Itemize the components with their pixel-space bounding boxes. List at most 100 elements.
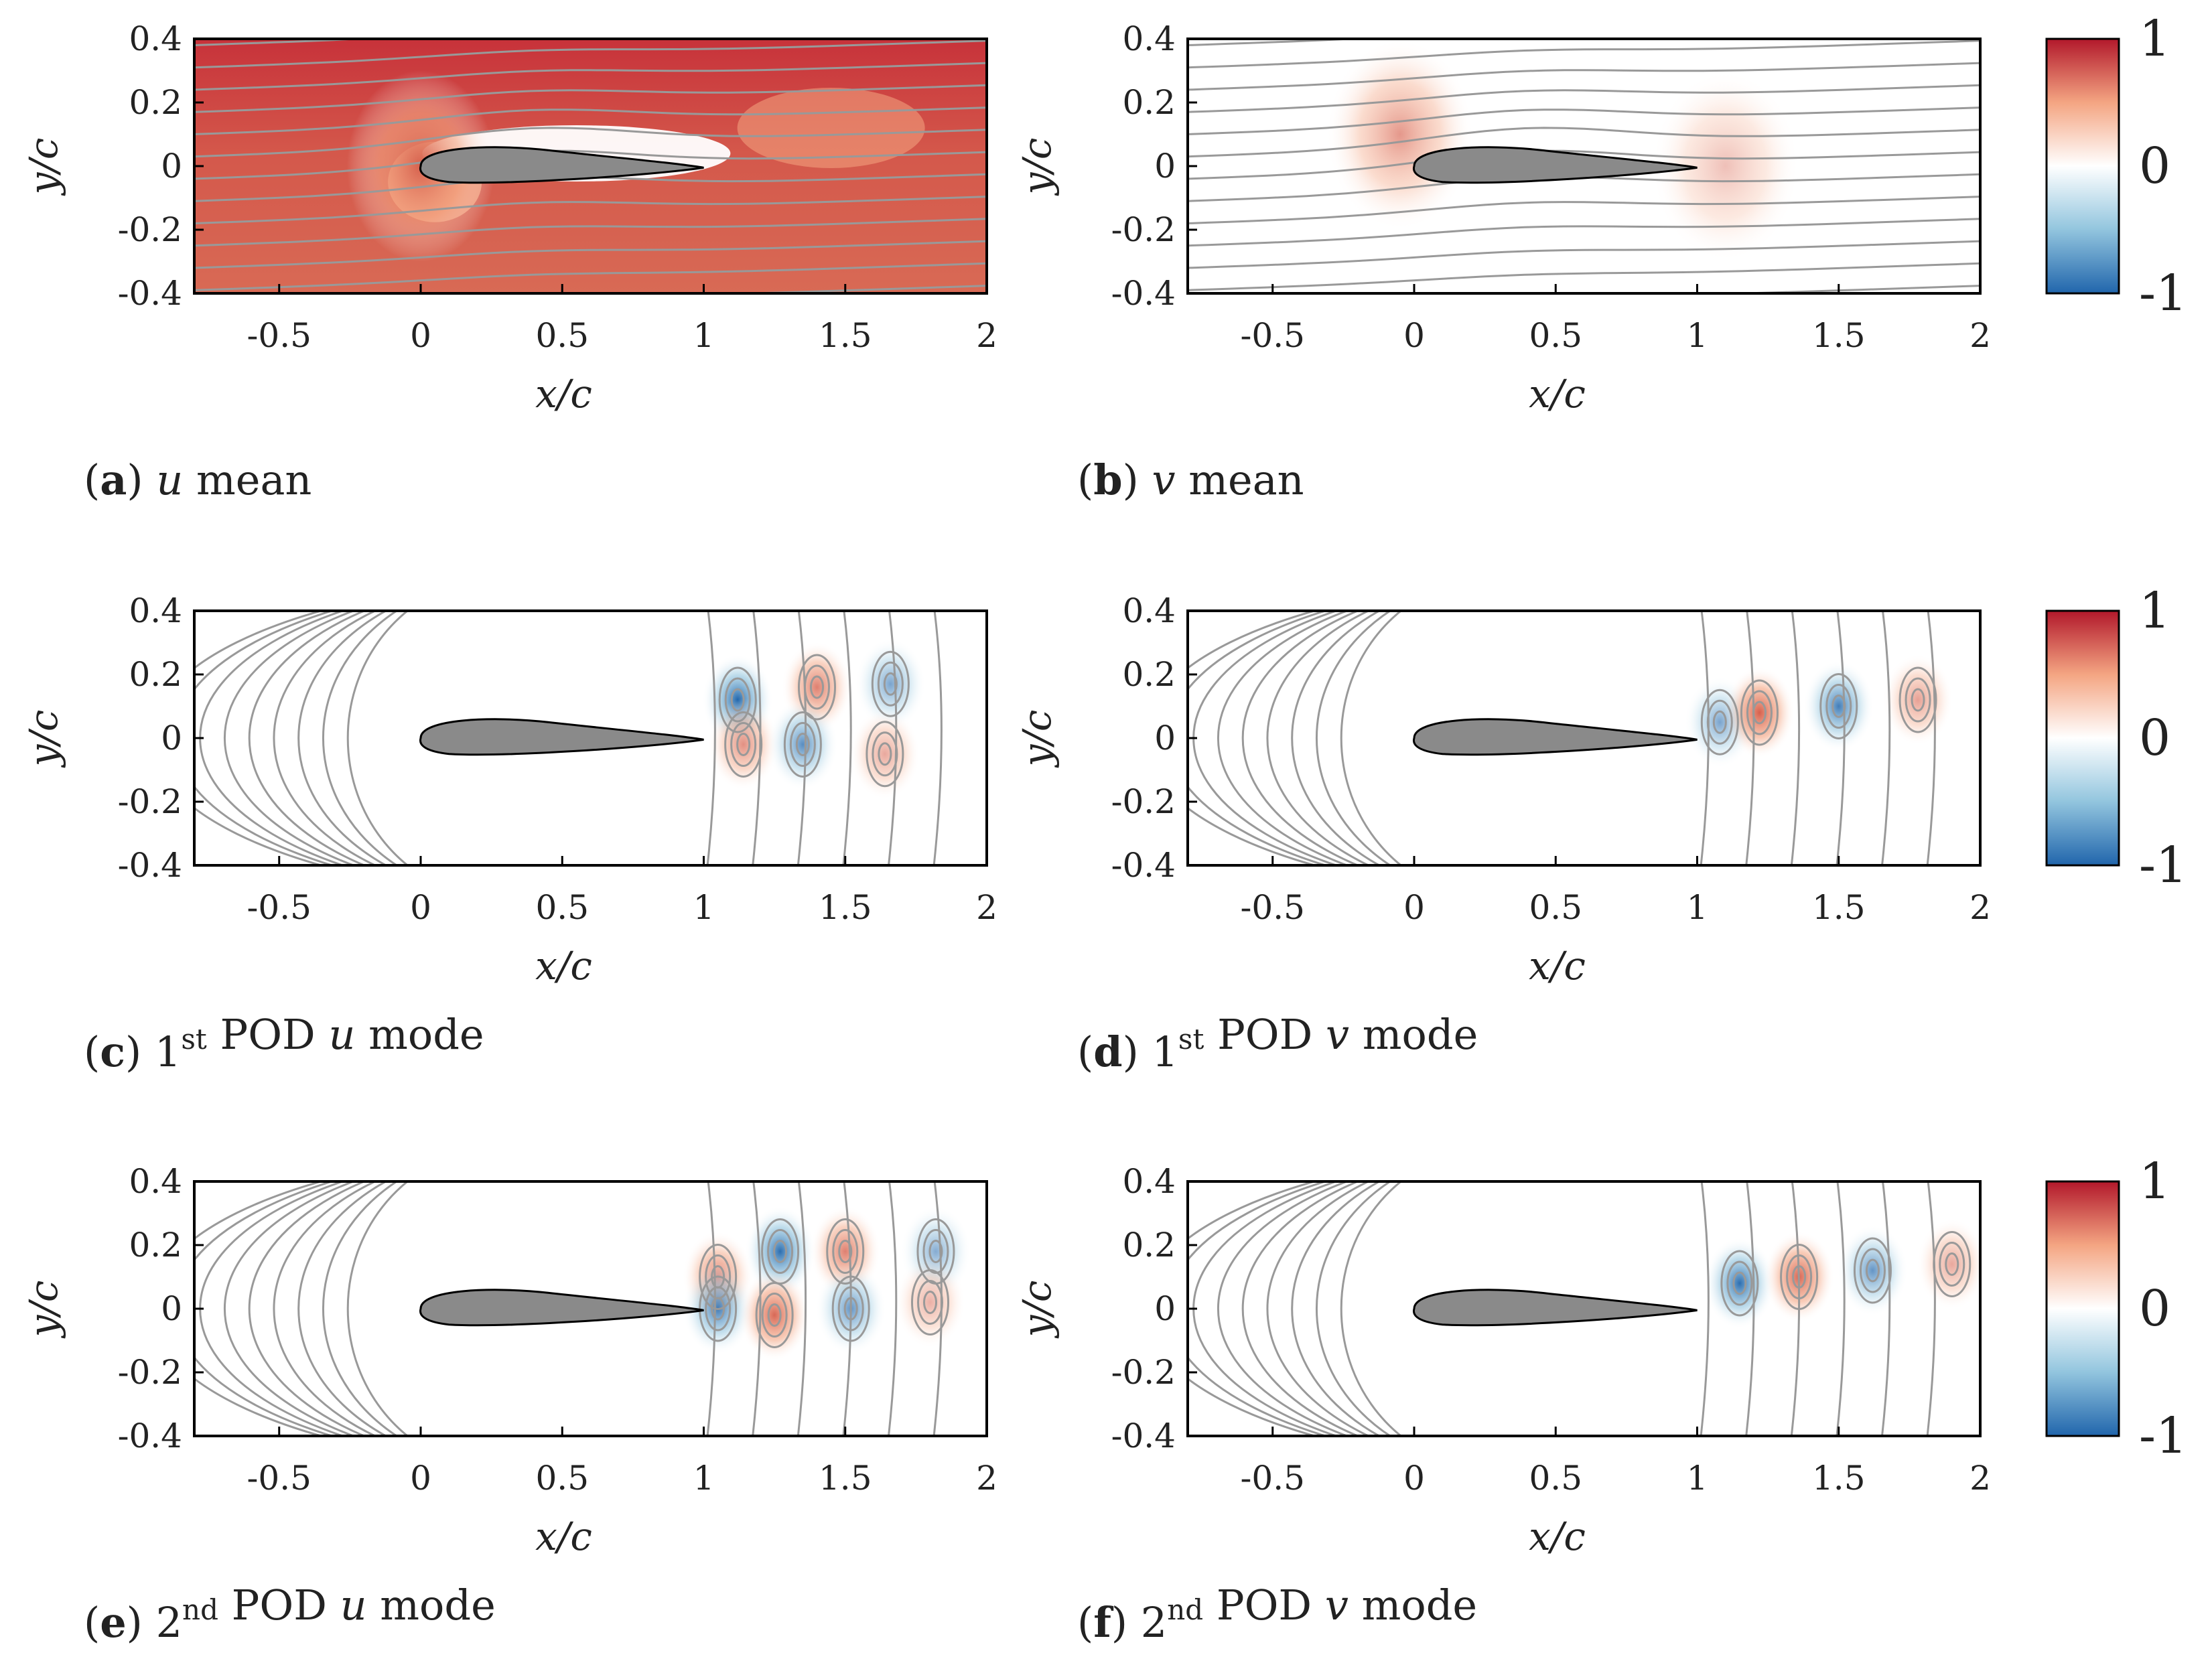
y-tick-label: -0.4 <box>118 274 182 313</box>
airfoil <box>1412 146 1698 184</box>
mode-blob-1 <box>1724 666 1795 759</box>
mode-blob-3 <box>767 699 839 790</box>
streamline <box>194 39 376 46</box>
vortex-streamline <box>837 1286 864 1331</box>
vortex-streamline <box>928 1240 943 1263</box>
x-tick-label: 1.5 <box>819 888 872 927</box>
mode-blob-1 <box>1651 70 1800 262</box>
colorbar-tick-label: -1 <box>2139 837 2187 894</box>
x-tick-label: 1 <box>1687 316 1708 355</box>
x-tick-label: 1.5 <box>1812 888 1866 927</box>
x-tick-label: 0 <box>410 316 431 355</box>
colorbar-tick-label: 0 <box>2139 137 2170 195</box>
x-tick-label: 1.5 <box>819 316 872 355</box>
vortex-streamline <box>773 1240 788 1263</box>
y-tick-label: -0.4 <box>1111 1417 1176 1455</box>
x-tick-label: 1 <box>1687 1459 1708 1498</box>
x-tick-label: 0 <box>1403 316 1425 355</box>
vortex-streamline <box>1853 1237 1892 1304</box>
vortex-streamline <box>1905 677 1931 723</box>
streamline <box>194 240 987 269</box>
y-tick-label: 0 <box>1154 719 1176 757</box>
vortex-streamline <box>1720 1250 1759 1317</box>
streamline <box>194 127 987 158</box>
y-tick-label: 0 <box>1154 147 1176 186</box>
streamline <box>1926 1181 1936 1436</box>
y-tick-label: 0 <box>161 719 182 757</box>
streamline <box>888 1181 898 1436</box>
vortex-streamline <box>767 1229 794 1274</box>
streamline <box>194 149 987 180</box>
vortex-streamline <box>832 1229 859 1274</box>
colorbar-tick-label: 1 <box>2139 582 2170 640</box>
colorbar-tick-label: 0 <box>2139 1280 2170 1337</box>
airfoil <box>1412 718 1698 756</box>
x-tick-label: -0.5 <box>247 1459 312 1498</box>
vortex-streamline <box>843 1297 858 1321</box>
y-tick-label: 0.4 <box>129 19 182 58</box>
y-axis-label: y/c <box>21 138 66 197</box>
vortex-streamline <box>871 650 910 717</box>
y-axis-label: y/c <box>1014 1281 1060 1340</box>
y-axis-label: y/c <box>1014 138 1060 197</box>
panel-caption: (a) u mean <box>84 455 312 504</box>
x-tick-label: 2 <box>976 316 997 355</box>
streamline <box>1188 240 1980 269</box>
streamline <box>194 106 987 135</box>
streamline <box>1340 611 1403 865</box>
colorbar-2: 1 0 -1 <box>2045 582 2187 894</box>
y-tick-label: -0.4 <box>118 846 182 885</box>
streamline <box>297 611 389 865</box>
colorbar-gradient <box>2045 609 2120 867</box>
vortex-streamline <box>1726 1260 1753 1306</box>
y-tick-label: -0.4 <box>118 1417 182 1455</box>
colorbar-3: 1 0 -1 <box>2045 1153 2187 1465</box>
streamline <box>797 1181 807 1436</box>
x-axis-label: x/c <box>1529 943 1586 989</box>
x-tick-label: 2 <box>1969 1459 1991 1498</box>
panel-e: -0.5 0 0.5 1 1.5 2 0.4 0.2 0 -0.2 -0.4 x/c y/c (e) 2n… <box>21 1162 997 1647</box>
y-tick-label: -0.2 <box>1111 1353 1176 1392</box>
vortex-streamline <box>911 1269 949 1335</box>
vortex-streamline <box>1859 1248 1886 1293</box>
streamline <box>194 0 987 23</box>
streamline <box>297 1181 389 1436</box>
y-tick-label: -0.2 <box>1111 782 1176 821</box>
vortex-streamline <box>1752 701 1767 725</box>
x-axis-label: x/c <box>535 371 592 417</box>
y-tick-label: 0 <box>161 1289 182 1328</box>
streamline <box>194 84 987 113</box>
x-tick-label: 2 <box>976 888 997 927</box>
x-tick-label: 2 <box>976 1459 997 1498</box>
streamline <box>1881 1181 1891 1436</box>
streamline <box>1188 39 1370 46</box>
vortex-streamline <box>736 733 751 756</box>
mode-blob-4 <box>855 638 926 730</box>
vortex-streamline <box>872 731 898 777</box>
x-tick-label: 0 <box>410 888 431 927</box>
vortex-streamline <box>1825 684 1852 729</box>
streamline <box>1926 611 1936 865</box>
y-tick-label: 0 <box>161 147 182 186</box>
streamline <box>273 1181 378 1436</box>
vortex-streamline <box>1819 673 1858 739</box>
streamline <box>346 611 409 865</box>
streamline <box>842 1181 852 1436</box>
x-axis-label: x/c <box>1529 1514 1586 1559</box>
streamline <box>1340 1181 1403 1436</box>
x-tick-label: 1.5 <box>1812 316 1866 355</box>
streamline <box>322 1181 399 1436</box>
colorbar-tick-label: 1 <box>2139 10 2170 68</box>
vortex-streamline <box>789 722 816 767</box>
vortex-streamline <box>1740 679 1779 746</box>
y-tick-label: -0.4 <box>1111 274 1176 313</box>
panel-f: -0.5 0 0.5 1 1.5 2 0.4 0.2 0 -0.2 -0.4 x/c y/c (f) 2n… <box>1014 1162 1991 1647</box>
panel-caption: (c) 1st POD u mode <box>84 1010 484 1076</box>
streamline <box>194 40 987 69</box>
vortex-streamline <box>866 721 904 788</box>
x-tick-label: 1.5 <box>819 1459 872 1498</box>
vortex-streamline <box>831 1275 870 1342</box>
streamline <box>1316 611 1393 865</box>
x-tick-label: 0.5 <box>1529 888 1582 927</box>
colorbar-tick-label: -1 <box>2139 1407 2187 1465</box>
